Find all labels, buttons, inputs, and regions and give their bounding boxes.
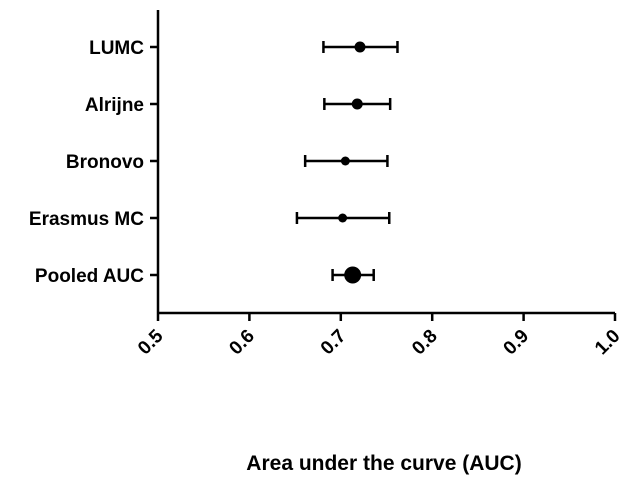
- x-axis-title: Area under the curve (AUC): [246, 452, 521, 475]
- x-tick-label: 0.6: [225, 326, 259, 360]
- axes: [150, 10, 617, 321]
- x-tick-label: 0.7: [317, 326, 351, 360]
- estimate-point: [338, 213, 348, 223]
- estimate-point: [351, 98, 363, 110]
- x-tick-label: 0.5: [134, 325, 168, 359]
- x-tick-label: 0.8: [408, 326, 442, 360]
- labels: 0.5 0.6 0.7 0.8 0.9 1.0 LUMC Alrijne Bronovo Eras…: [29, 38, 622, 359]
- category-label: Alrijne: [85, 95, 144, 116]
- category-label: Bronovo: [66, 152, 144, 173]
- x-tick-label: 1.0: [591, 326, 622, 360]
- x-tick-label: 0.9: [500, 326, 534, 360]
- pooled-estimate-point: [344, 266, 362, 284]
- category-label: Pooled AUC: [35, 266, 144, 287]
- category-label: LUMC: [89, 38, 144, 59]
- plot-marks: [295, 41, 399, 284]
- estimate-point: [340, 156, 350, 166]
- estimate-point: [354, 41, 366, 53]
- category-label: Erasmus MC: [29, 209, 144, 230]
